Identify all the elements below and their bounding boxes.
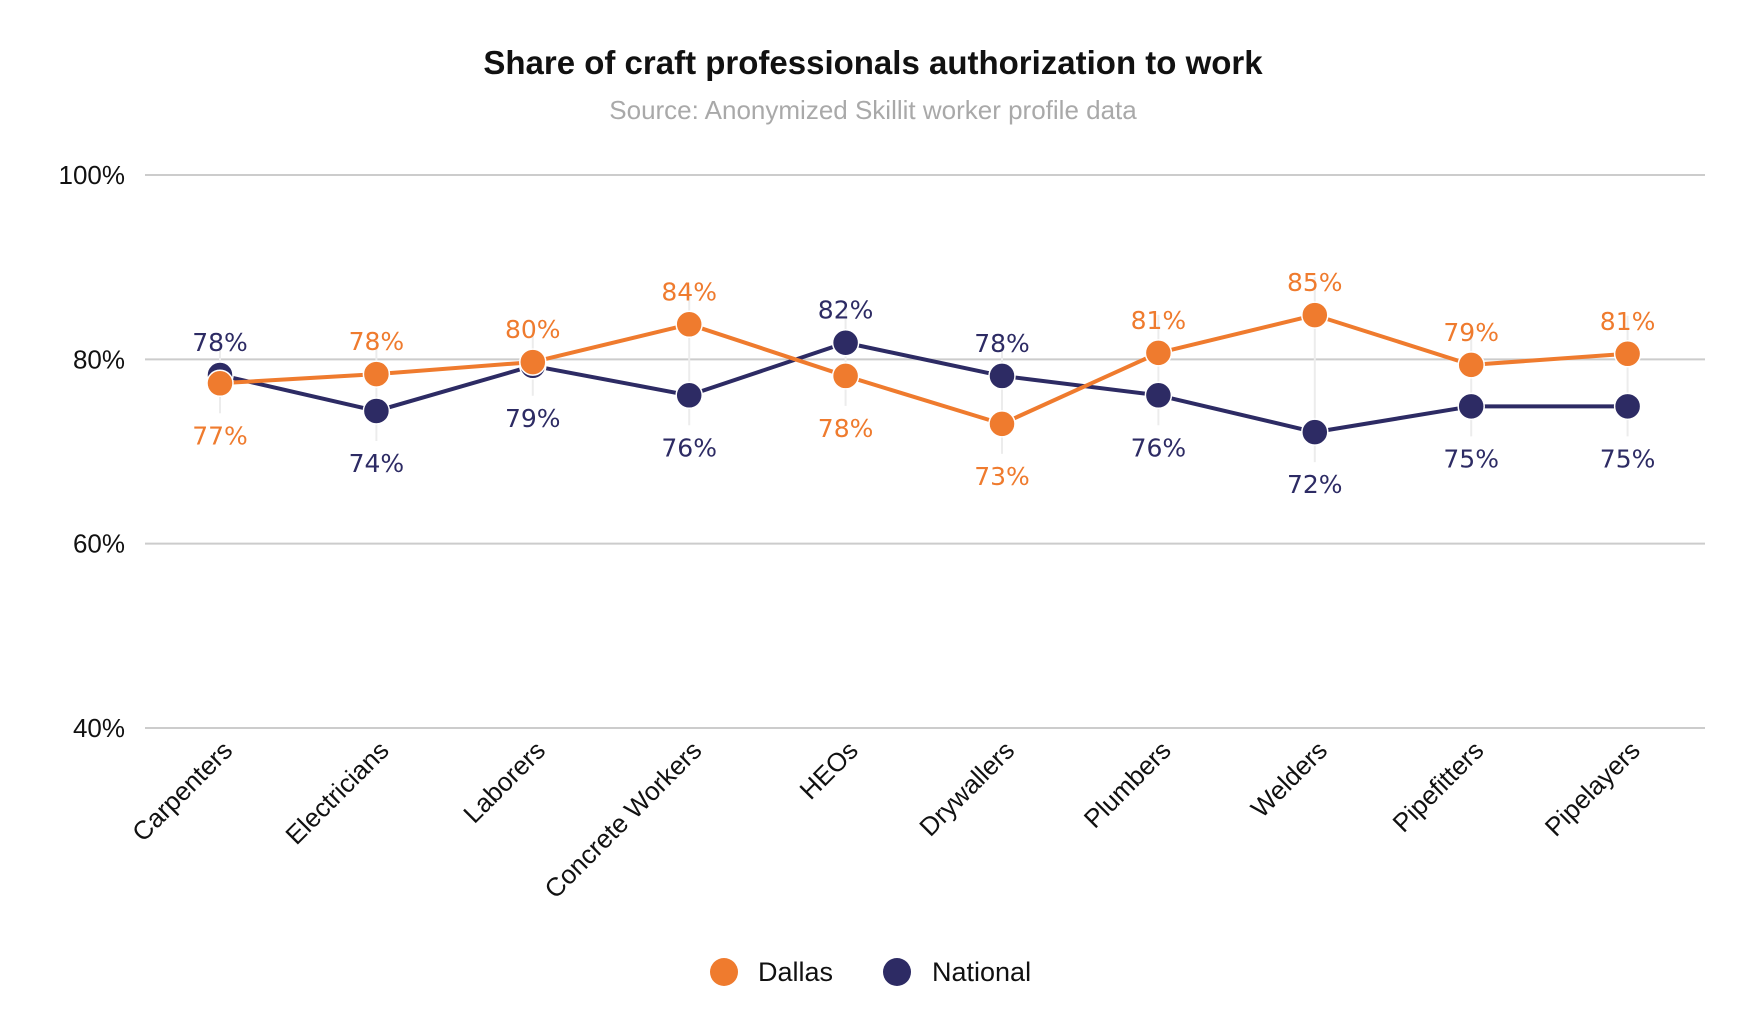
data-label-dallas: 79%: [1443, 318, 1499, 347]
data-label-national: 79%: [505, 404, 561, 433]
legend-marker-national: [883, 958, 911, 986]
data-label-national: 75%: [1443, 444, 1499, 473]
legend[interactable]: Dallas National: [710, 957, 1031, 987]
data-point-national: [988, 362, 1016, 390]
data-point-dallas: [988, 410, 1016, 438]
data-point-dallas: [362, 360, 391, 388]
data-label-national: 76%: [1131, 433, 1187, 462]
series-line-dallas: [219, 313, 1628, 426]
data-point-national: [1301, 418, 1329, 446]
series-lines: [206, 301, 1642, 446]
data-label-national: 78%: [192, 328, 248, 357]
data-point-national: [1457, 392, 1485, 421]
y-tick-label: 60%: [73, 529, 125, 559]
x-tick-label: Laborers: [457, 735, 551, 829]
x-tick-label: Pipelayers: [1539, 735, 1646, 842]
legend-item-dallas[interactable]: Dallas: [710, 957, 833, 987]
data-point-dallas: [1457, 351, 1485, 379]
y-tick-label: 100%: [59, 160, 126, 190]
y-tick-label: 40%: [73, 713, 125, 743]
x-tick-label: Welders: [1245, 735, 1333, 823]
data-label-dallas: 81%: [1600, 307, 1656, 336]
data-point-dallas: [1613, 340, 1642, 368]
x-tick-label: HEOs: [794, 735, 864, 805]
data-point-dallas: [831, 362, 860, 390]
data-point-national: [362, 397, 391, 425]
data-label-dallas: 85%: [1287, 268, 1343, 297]
legend-label-national: National: [932, 957, 1031, 987]
data-point-national: [1613, 392, 1642, 421]
data-point-national: [675, 381, 703, 410]
data-labels: 77% 78% 78% 74% 80% 79% 84% 76% 78% 82% 73% 78% 81% 7…: [192, 268, 1655, 499]
data-label-dallas: 84%: [661, 277, 717, 306]
legend-item-national[interactable]: National: [883, 957, 1031, 987]
x-tick-label: Electricians: [279, 735, 394, 850]
chart-title: Share of craft professionals authorizati…: [483, 44, 1263, 81]
data-point-dallas: [675, 310, 703, 339]
data-label-national: 76%: [661, 433, 717, 462]
y-axis-ticks: 40% 60% 80% 100%: [59, 160, 126, 743]
x-tick-label: Concrete Workers: [538, 735, 707, 904]
data-label-national: 72%: [1287, 470, 1343, 499]
series-line-national: [219, 340, 1628, 435]
data-label-national: 82%: [818, 296, 874, 325]
legend-label-dallas: Dallas: [758, 957, 833, 987]
data-point-dallas: [1144, 339, 1173, 367]
data-label-national: 78%: [974, 329, 1030, 358]
data-label-national: 74%: [349, 449, 405, 478]
data-label-national: 75%: [1600, 444, 1656, 473]
x-tick-label: Plumbers: [1078, 735, 1177, 834]
data-point-national: [831, 328, 860, 357]
data-label-dallas: 73%: [974, 462, 1030, 491]
data-point-dallas: [519, 348, 547, 376]
legend-marker-dallas: [710, 958, 738, 986]
x-tick-label: Drywallers: [913, 735, 1020, 842]
data-label-dallas: 77%: [192, 421, 248, 450]
data-label-dallas: 78%: [818, 414, 874, 443]
data-point-dallas: [206, 369, 234, 398]
data-label-dallas: 78%: [349, 327, 405, 356]
data-label-dallas: 80%: [505, 315, 561, 344]
data-point-dallas: [1301, 301, 1329, 329]
x-tick-label: Pipefitters: [1386, 735, 1489, 838]
x-tick-label: Carpenters: [126, 735, 238, 847]
data-label-dallas: 81%: [1131, 306, 1187, 335]
data-point-national: [1144, 381, 1173, 410]
y-tick-label: 80%: [73, 344, 125, 374]
chart-subtitle: Source: Anonymized Skillit worker profil…: [609, 95, 1137, 125]
